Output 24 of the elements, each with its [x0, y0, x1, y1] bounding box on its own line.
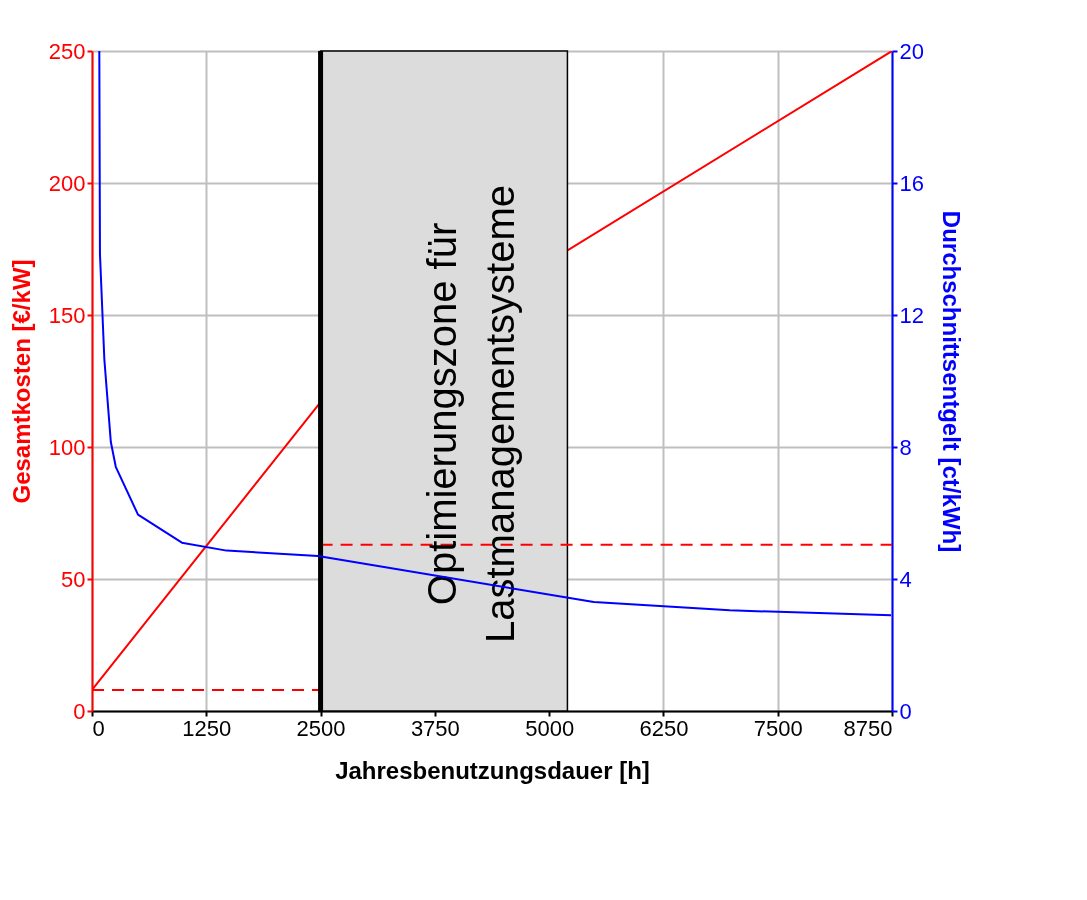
- band-label: Optimierungszone für Lastmanagementsysteme: [420, 184, 522, 644]
- x-tick-label: 7500: [753, 715, 803, 741]
- y-axis-title: Gesamtkosten [€/kW]: [7, 259, 35, 504]
- x-tick-label: 2500: [296, 715, 346, 741]
- x-tick-label: 3750: [410, 715, 460, 741]
- x-tick-label: 6250: [639, 715, 689, 741]
- x-axis-title: Jahresbenutzungsdauer [h]: [335, 756, 650, 784]
- y-tick-label: 100: [48, 434, 86, 460]
- y2-tick-label: 8: [899, 434, 912, 460]
- y-tick-label: 50: [61, 566, 86, 592]
- y-tick-label: 0: [73, 698, 86, 724]
- x-tick-label: 8750: [843, 715, 893, 741]
- y2-tick-label: 20: [899, 38, 924, 64]
- y-tick-label: 150: [48, 302, 86, 328]
- y-tick-label: 250: [48, 38, 86, 64]
- y2-tick-label: 16: [899, 170, 924, 196]
- y2-tick-label: 12: [899, 302, 924, 328]
- y2-tick-label: 0: [899, 698, 912, 724]
- x-tick-label: 0: [92, 715, 105, 741]
- x-tick-label: 5000: [525, 715, 575, 741]
- y2-axis-title: Durchschnittsentgelt [ct/kWh]: [937, 210, 965, 553]
- y-tick-label: 200: [48, 170, 86, 196]
- y2-tick-label: 4: [899, 566, 912, 592]
- x-tick-label: 1250: [182, 715, 232, 741]
